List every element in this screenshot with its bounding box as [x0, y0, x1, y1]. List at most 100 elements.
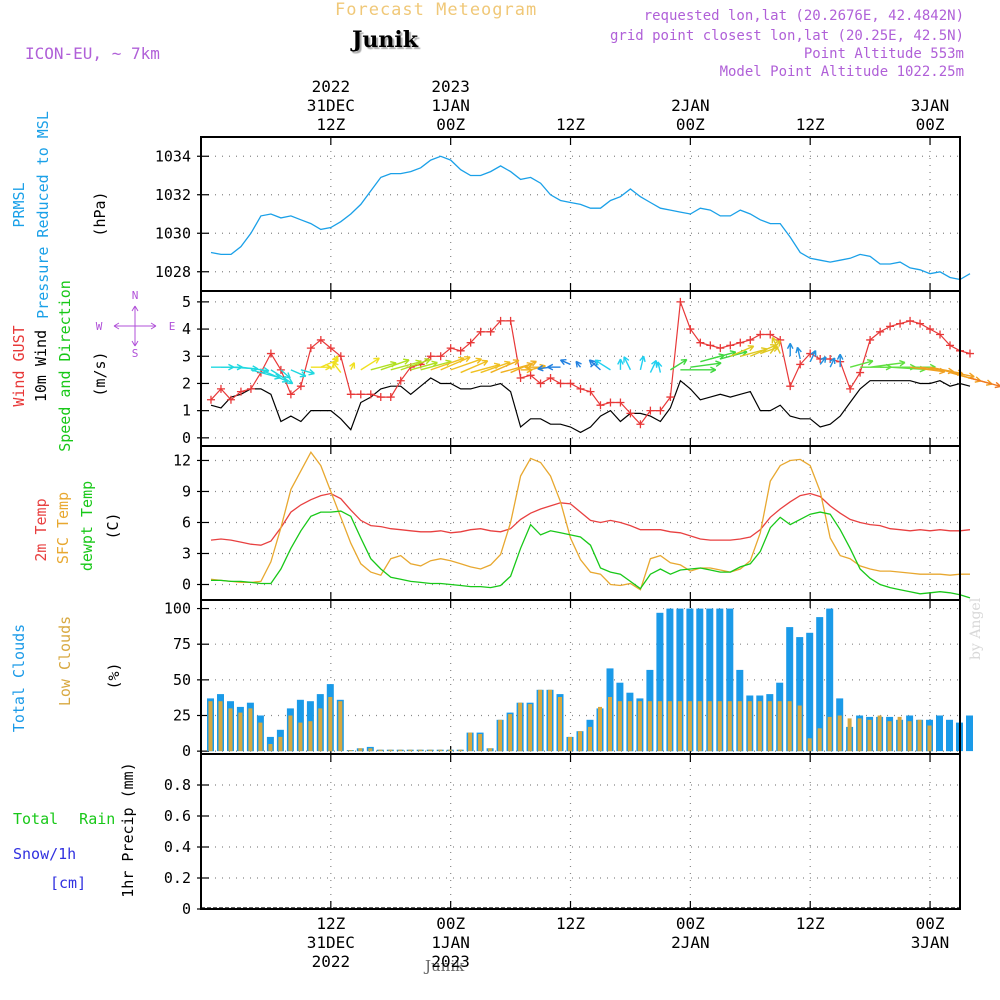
wind-arrow-head — [559, 358, 567, 366]
low-cloud-bar — [588, 726, 592, 752]
wind-direction-arrow — [332, 361, 342, 374]
y-tick-label: 0 — [182, 742, 191, 760]
panel-frame — [200, 136, 961, 292]
gust-marker — [366, 390, 375, 399]
gust-marker — [466, 338, 475, 347]
low-cloud-bar — [228, 708, 233, 752]
gust-marker — [766, 330, 775, 339]
total-cloud-bar — [656, 612, 664, 752]
low-cloud-bar — [598, 706, 602, 752]
low-cloud-bar — [647, 701, 652, 752]
wind-direction-arrow — [730, 345, 754, 357]
wind-direction-arrow — [300, 369, 315, 375]
wind-direction-arrow — [939, 369, 975, 378]
y-tick-label: 75 — [173, 635, 191, 653]
wind-direction-arrow — [260, 369, 289, 383]
gust-marker — [456, 346, 465, 355]
low-cloud-bar — [428, 749, 433, 752]
gust-marker — [756, 330, 765, 339]
low-cloud-bar — [238, 712, 243, 752]
low-cloud-bar — [498, 719, 503, 752]
low-cloud-bar — [568, 736, 572, 752]
gust-marker — [896, 319, 905, 328]
low-cloud-bar — [488, 748, 493, 752]
wind-arrow-head — [771, 336, 778, 344]
gust-marker — [726, 341, 735, 350]
low-cloud-bar — [837, 715, 842, 752]
low-cloud-bar — [288, 715, 293, 752]
bottom-time-label: 12Z — [796, 914, 825, 933]
compass-rose — [113, 305, 157, 347]
gust-marker — [286, 390, 295, 399]
bottom-time-label: 00Z — [916, 914, 945, 933]
low-cloud-bar — [248, 708, 253, 752]
gust-marker — [706, 341, 715, 350]
gust-marker — [316, 335, 325, 344]
temp2m-axis-label: 2m Temp — [32, 498, 50, 561]
gust-marker — [616, 398, 625, 407]
wind-direction-arrow — [849, 360, 874, 368]
snow-units-label: [cm] — [50, 874, 86, 892]
wind-direction-arrow — [410, 361, 438, 371]
gust-marker — [476, 327, 485, 336]
gust-marker — [236, 387, 245, 396]
gust-marker — [586, 387, 595, 396]
wind-direction-arrow — [390, 360, 422, 371]
panel-frame — [200, 290, 961, 447]
low-cloud-bar — [927, 725, 932, 752]
wind-direction-arrow — [480, 361, 511, 374]
wind-arrow-head — [639, 355, 646, 363]
wind-arrow-head — [617, 358, 624, 365]
total-cloud-bar — [676, 608, 684, 752]
gust-marker — [786, 382, 795, 391]
y-tick-label: 25 — [173, 707, 191, 725]
wind-arrow-head — [512, 359, 520, 366]
low-cloud-bar — [328, 697, 333, 752]
y-tick-label: 0 — [182, 429, 191, 447]
wind-units: (m/s) — [91, 351, 109, 396]
wind-direction-arrow — [400, 358, 431, 371]
gust-marker — [556, 379, 565, 388]
total-clouds-axis-label: Total Clouds — [10, 624, 28, 732]
low-cloud-bar — [807, 738, 812, 752]
gust-marker — [566, 379, 575, 388]
gust-marker — [746, 335, 755, 344]
precip-units: 1hr Precip (mm) — [119, 762, 137, 897]
wind-arrow-head — [575, 360, 582, 368]
low-cloud-bar — [548, 689, 552, 752]
gust-marker — [965, 349, 974, 358]
gust-marker — [216, 384, 225, 393]
wind-direction-arrow — [588, 359, 601, 371]
low-cloud-bar — [218, 701, 223, 752]
panel-3 — [197, 446, 960, 600]
wind-arrow-head — [332, 355, 339, 362]
wind-direction-arrow — [450, 358, 482, 371]
y-tick-label: 3 — [182, 544, 191, 562]
bottom-time-label: 3JAN — [911, 933, 950, 952]
gust-marker — [496, 316, 505, 325]
wind-direction-arrow — [969, 377, 1000, 387]
compass-west: W — [96, 320, 103, 333]
wind-arrow-head — [820, 356, 827, 363]
temp-units: (C) — [104, 512, 122, 539]
wind-direction-arrow — [771, 337, 781, 354]
low-cloud-bar — [538, 689, 543, 752]
model-altitude: Model Point Altitude 1022.25m — [719, 64, 964, 80]
total-cloud-bar — [966, 715, 973, 752]
gust-marker — [346, 390, 355, 399]
gust-marker — [506, 316, 515, 325]
low-cloud-bar — [627, 701, 632, 752]
low-cloud-bar — [827, 716, 832, 752]
wind-arrow-head — [464, 356, 471, 363]
low-cloud-bar — [558, 697, 562, 752]
gust-marker — [936, 330, 945, 339]
low-cloud-bar — [508, 714, 513, 752]
panel-frame — [200, 753, 961, 910]
low-cloud-bar — [268, 744, 273, 752]
low-cloud-bar — [757, 701, 762, 752]
y-tick-label: 0 — [182, 900, 191, 918]
top-time-label: 2023 — [431, 77, 470, 96]
wind-direction-arrow — [623, 356, 632, 371]
gust-marker — [856, 368, 865, 377]
